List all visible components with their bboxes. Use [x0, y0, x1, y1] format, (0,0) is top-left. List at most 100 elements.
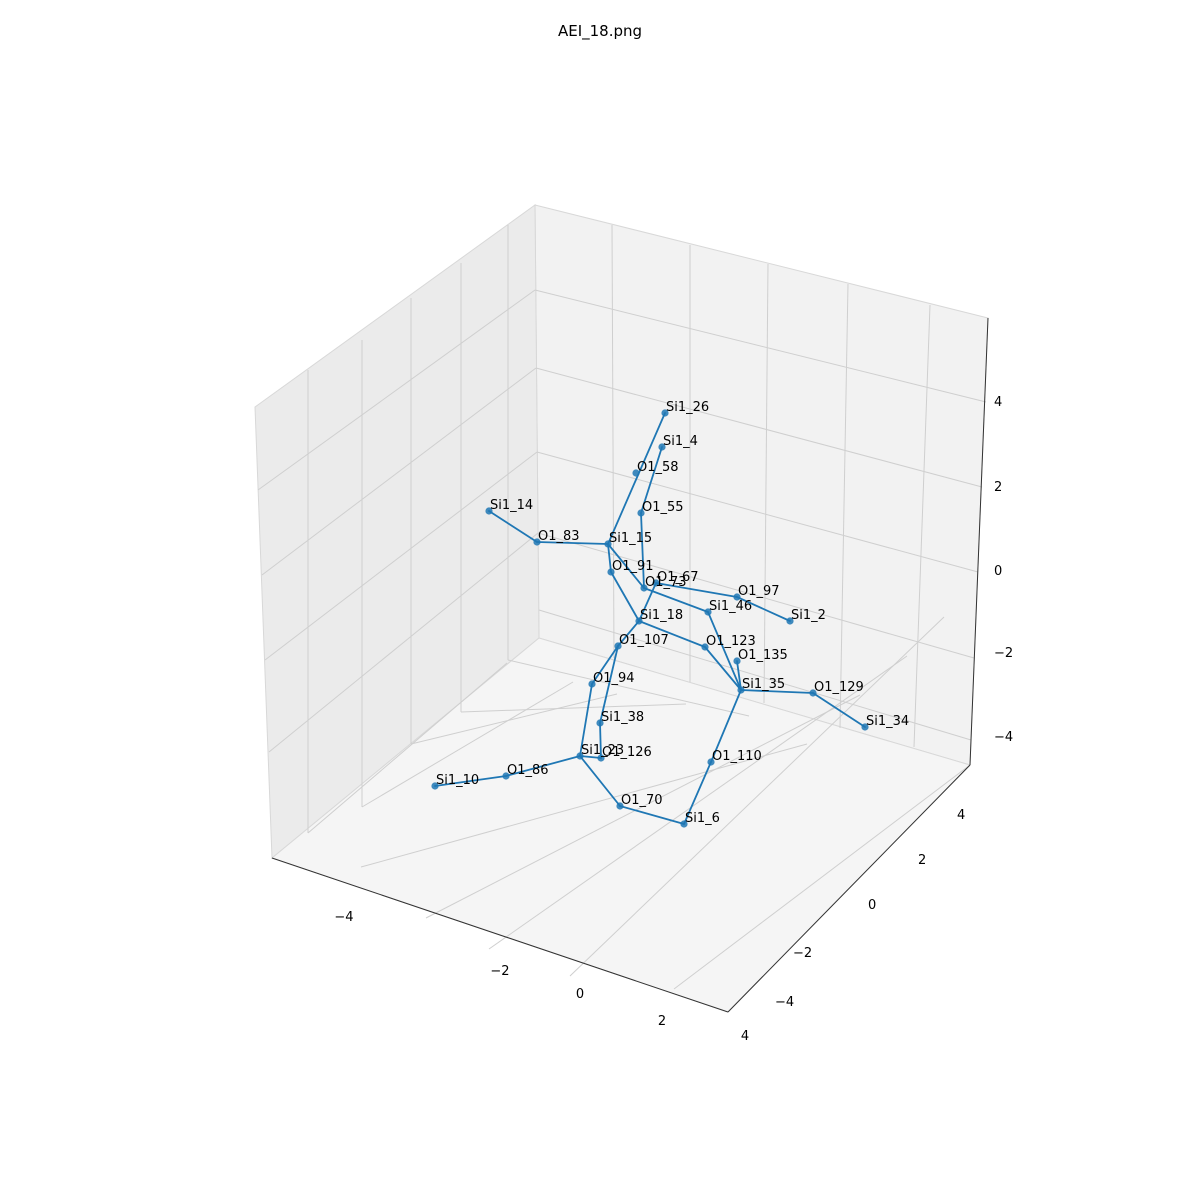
atom-marker [707, 758, 715, 766]
bond-line [617, 620, 640, 647]
bond-line [655, 582, 738, 598]
atom-marker [640, 584, 648, 592]
bond-line [704, 646, 742, 691]
atom-marker [607, 568, 615, 576]
grid-line [536, 451, 979, 573]
axes-panes [254, 204, 989, 1013]
axis-lines [271, 317, 989, 1013]
bond-line [640, 512, 645, 589]
atom-marker [861, 723, 869, 731]
atom-label: O1_73 [645, 575, 687, 590]
grid-line [307, 662, 508, 834]
bond-line [599, 722, 602, 759]
atom-label: Si1_35 [742, 677, 785, 692]
atom-label: Si1_6 [685, 811, 720, 826]
atom-label: O1_135 [738, 648, 788, 663]
x-tick-label: 0 [576, 987, 584, 1002]
atom-marker [786, 617, 794, 625]
atom-marker [704, 608, 712, 616]
atom-label: Si1_38 [601, 710, 644, 725]
atom-label: O1_55 [642, 500, 684, 515]
grid-line [257, 289, 536, 491]
bond-line [579, 683, 593, 757]
atom-label: O1_97 [738, 584, 780, 599]
tick-labels: −4 −2 0 2 4 −4 −2 0 2 4 −4 −2 0 2 4 [334, 395, 1013, 1044]
bond-line [812, 692, 866, 728]
grid-line [611, 224, 615, 659]
atom-label: O1_129 [814, 680, 864, 695]
z-tick-label: −4 [994, 730, 1013, 745]
bond-line [607, 543, 612, 573]
atom-label: Si1_15 [609, 531, 652, 546]
atom-marker [652, 579, 660, 587]
atom-markers [431, 409, 869, 828]
atom-label: O1_58 [637, 460, 679, 475]
y-tick-label: 2 [918, 853, 926, 868]
bond-line [591, 645, 619, 685]
y-tick-label: −2 [793, 946, 812, 961]
bond-line [619, 805, 685, 825]
bond-line [707, 611, 742, 691]
x-axis-line [271, 857, 729, 1013]
grid-line [360, 743, 808, 868]
y-tick-label: −4 [775, 995, 794, 1010]
atom-label: O1_94 [593, 671, 635, 686]
atom-marker [596, 719, 604, 727]
x-tick-label: −4 [334, 910, 353, 925]
x-tick-label: 2 [658, 1014, 666, 1029]
atom-marker [485, 507, 493, 515]
grid-line [507, 659, 750, 717]
grid-lines [257, 224, 987, 990]
atom-label: O1_126 [602, 745, 652, 760]
z-tick-label: 2 [994, 480, 1002, 495]
grid-line [538, 609, 972, 741]
bond-line [683, 761, 712, 825]
atom-marker [701, 643, 709, 651]
atom-label: O1_67 [657, 570, 699, 585]
atom-label: Si1_18 [640, 608, 683, 623]
atom-marker [809, 689, 817, 697]
atom-marker [533, 538, 541, 546]
y-tick-label: 0 [868, 898, 876, 913]
atom-marker [661, 409, 669, 417]
z-tick-label: 4 [994, 395, 1002, 410]
grid-line [913, 304, 931, 748]
bond-line [736, 596, 791, 622]
grid-line [569, 616, 945, 977]
bond-line [638, 582, 657, 622]
atom-label: Si1_23 [581, 743, 624, 758]
atom-marker [588, 680, 596, 688]
bond-line [710, 689, 742, 763]
grid-line [535, 367, 983, 488]
atom-marker [635, 617, 643, 625]
atom-label: O1_70 [621, 793, 663, 808]
grid-line [361, 681, 574, 808]
bond-line [488, 510, 538, 543]
grid-line [261, 367, 537, 576]
grid-line [410, 693, 618, 745]
bond-line [599, 645, 619, 724]
grid-line [425, 694, 861, 919]
grid-line [534, 289, 987, 403]
bond-line [607, 543, 645, 589]
bond-line [740, 689, 814, 694]
atom-marker [632, 469, 640, 477]
bond-line [640, 446, 663, 514]
atom-label: Si1_46 [709, 599, 752, 614]
bond-line [434, 775, 507, 787]
bond-lines [434, 412, 866, 825]
atom-label: Si1_4 [663, 434, 698, 449]
atom-label: O1_107 [619, 633, 669, 648]
z-tick-label: 0 [994, 564, 1002, 579]
atom-label: O1_123 [706, 634, 756, 649]
atom-marker [597, 754, 605, 762]
atom-marker [637, 509, 645, 517]
bond-line [536, 541, 609, 545]
atom-marker [576, 752, 584, 760]
grid-line [460, 703, 687, 713]
atom-label: O1_86 [507, 763, 549, 778]
atom-marker [733, 657, 741, 665]
atom-label: Si1_10 [436, 773, 479, 788]
x-tick-label: 4 [741, 1029, 749, 1044]
grid-line [763, 263, 769, 704]
